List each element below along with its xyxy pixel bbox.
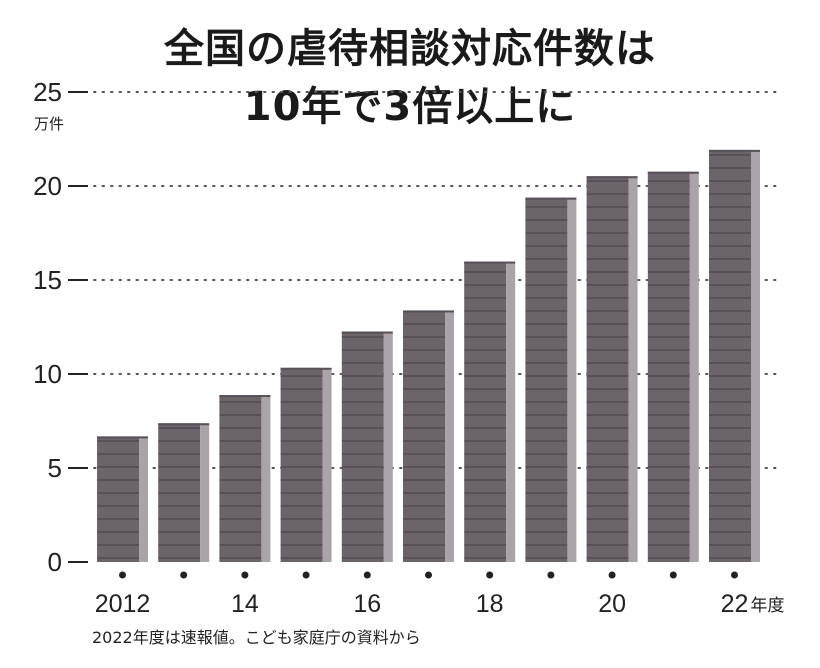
bar-side: [445, 310, 454, 562]
bar-top-edge: [158, 423, 210, 426]
bar-top-edge: [341, 331, 393, 334]
x-tick-label: 14: [231, 590, 259, 618]
y-tick-label: 15: [33, 265, 62, 295]
bar-side: [689, 171, 699, 562]
x-tick-label: 22: [721, 590, 749, 618]
bar-side: [200, 423, 210, 562]
x-tick-label: 18: [476, 590, 504, 618]
x-tick-dot: [547, 571, 555, 579]
x-tick-dot: [180, 571, 188, 579]
bar-top-edge: [219, 395, 271, 398]
bar: [647, 171, 690, 562]
x-tick-label: 16: [353, 590, 381, 618]
x-tick-dot: [363, 571, 371, 579]
bar-side: [751, 149, 760, 563]
y-tick-label: 0: [48, 547, 62, 577]
x-tick-dot: [425, 571, 432, 579]
bar: [709, 149, 751, 563]
x-tick-dot: [608, 571, 616, 579]
bar-top-edge: [97, 436, 148, 439]
bar: [280, 367, 323, 562]
bar-top-edge: [403, 310, 454, 313]
bar-top-edge: [464, 261, 516, 264]
y-tick-label: 10: [33, 359, 62, 389]
bar-top-edge: [586, 176, 638, 179]
x-tick-dot: [731, 571, 738, 579]
bar-top-edge: [280, 367, 332, 370]
bar-top-edge: [709, 149, 760, 152]
bar: [464, 261, 507, 562]
bar: [586, 176, 629, 562]
bar: [158, 423, 201, 562]
bar: [219, 395, 262, 562]
x-tick-dot: [302, 571, 310, 579]
x-tick-label: 2012: [95, 590, 151, 618]
bar-side: [383, 331, 393, 562]
x-tick-dot: [119, 571, 126, 579]
y-unit-label: 万件: [34, 115, 64, 133]
x-tick-dot: [241, 571, 249, 579]
bar-side: [139, 436, 148, 562]
bar: [525, 197, 568, 562]
bar: [97, 436, 139, 562]
bar: [403, 310, 445, 562]
x-tick-label: 20: [598, 590, 626, 618]
x-tick-dot: [486, 571, 494, 579]
bar-top-edge: [525, 197, 577, 200]
bar-side: [567, 197, 577, 562]
y-tick-label: 20: [33, 171, 62, 201]
bar-side: [506, 261, 516, 562]
y-tick-label: 25: [33, 77, 62, 107]
bar-side: [322, 367, 332, 562]
y-tick-label: 5: [48, 453, 62, 483]
x-axis-unit: 年度: [751, 596, 785, 616]
bar-top-edge: [647, 171, 699, 174]
chart-title-line1: 全国の虐待相談対応件数は: [164, 26, 656, 72]
source-note: 2022年度は速報値。こども家庭庁の資料から: [92, 628, 421, 647]
bar-side: [261, 395, 271, 562]
bar-side: [628, 176, 638, 562]
bar: [341, 331, 384, 562]
x-tick-dot: [669, 571, 677, 579]
